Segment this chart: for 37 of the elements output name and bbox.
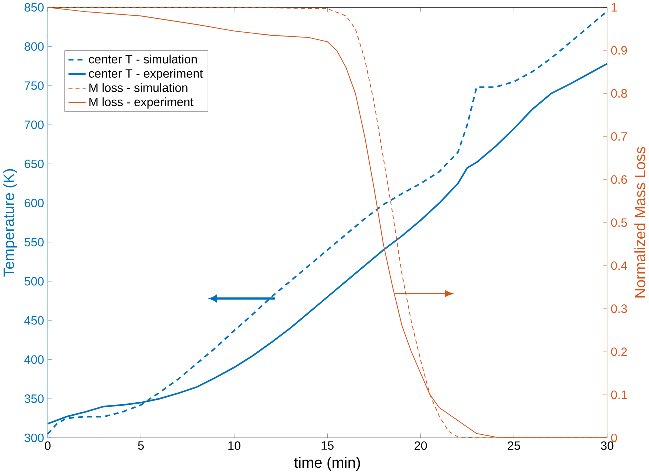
y-tick-label: 450: [24, 316, 44, 325]
y2-tick-label: 1: [612, 3, 618, 12]
x-tick-label: 0: [45, 441, 51, 450]
legend-label: M loss - experiment: [90, 97, 194, 109]
y2-tick-label: 0.4: [611, 261, 628, 270]
y2-tick-label: 0.5: [611, 218, 628, 227]
y-axis-title: Temperature (K): [3, 169, 18, 277]
x-tick-label: 5: [138, 441, 144, 450]
y-tick-label: 300: [24, 434, 44, 442]
y-tick-label: 350: [24, 394, 44, 403]
y-tick-label: 600: [24, 198, 44, 208]
x-axis-title: time (min): [294, 456, 360, 471]
y2-tick-label: 0.3: [611, 304, 628, 313]
y2-tick-label: 0.8: [611, 89, 628, 98]
y-tick-label: 550: [24, 238, 44, 246]
x-tick-label: 30: [601, 441, 614, 450]
y-tick-label: 800: [24, 42, 44, 51]
y-tick-label: 650: [24, 160, 44, 168]
y-tick-label: 500: [24, 277, 44, 286]
y2-tick-label: 0.6: [611, 175, 628, 184]
legend-label: center T - experiment: [89, 68, 204, 80]
y-tick-label: 400: [24, 355, 44, 364]
y-tick-label: 750: [24, 81, 44, 90]
y2-tick-label: 0.2: [611, 348, 628, 356]
legend-label: M loss - simulation: [90, 83, 188, 92]
y2-tick-label: 0.7: [611, 132, 628, 141]
y2-tick-label: 0: [611, 434, 618, 442]
x-tick-label: 15: [322, 441, 334, 450]
y2-axis-title: Normalized Mass Loss: [634, 147, 646, 298]
x-tick-label: 20: [414, 441, 428, 450]
y-tick-label: 700: [24, 120, 44, 130]
x-tick-label: 10: [228, 441, 241, 450]
legend-label: center T - simulation: [89, 54, 198, 64]
x-tick-label: 25: [508, 441, 520, 450]
y2-tick-label: 0.1: [611, 390, 628, 400]
y-tick-label: 850: [24, 3, 44, 12]
y2-tick-label: 0.9: [611, 46, 628, 55]
